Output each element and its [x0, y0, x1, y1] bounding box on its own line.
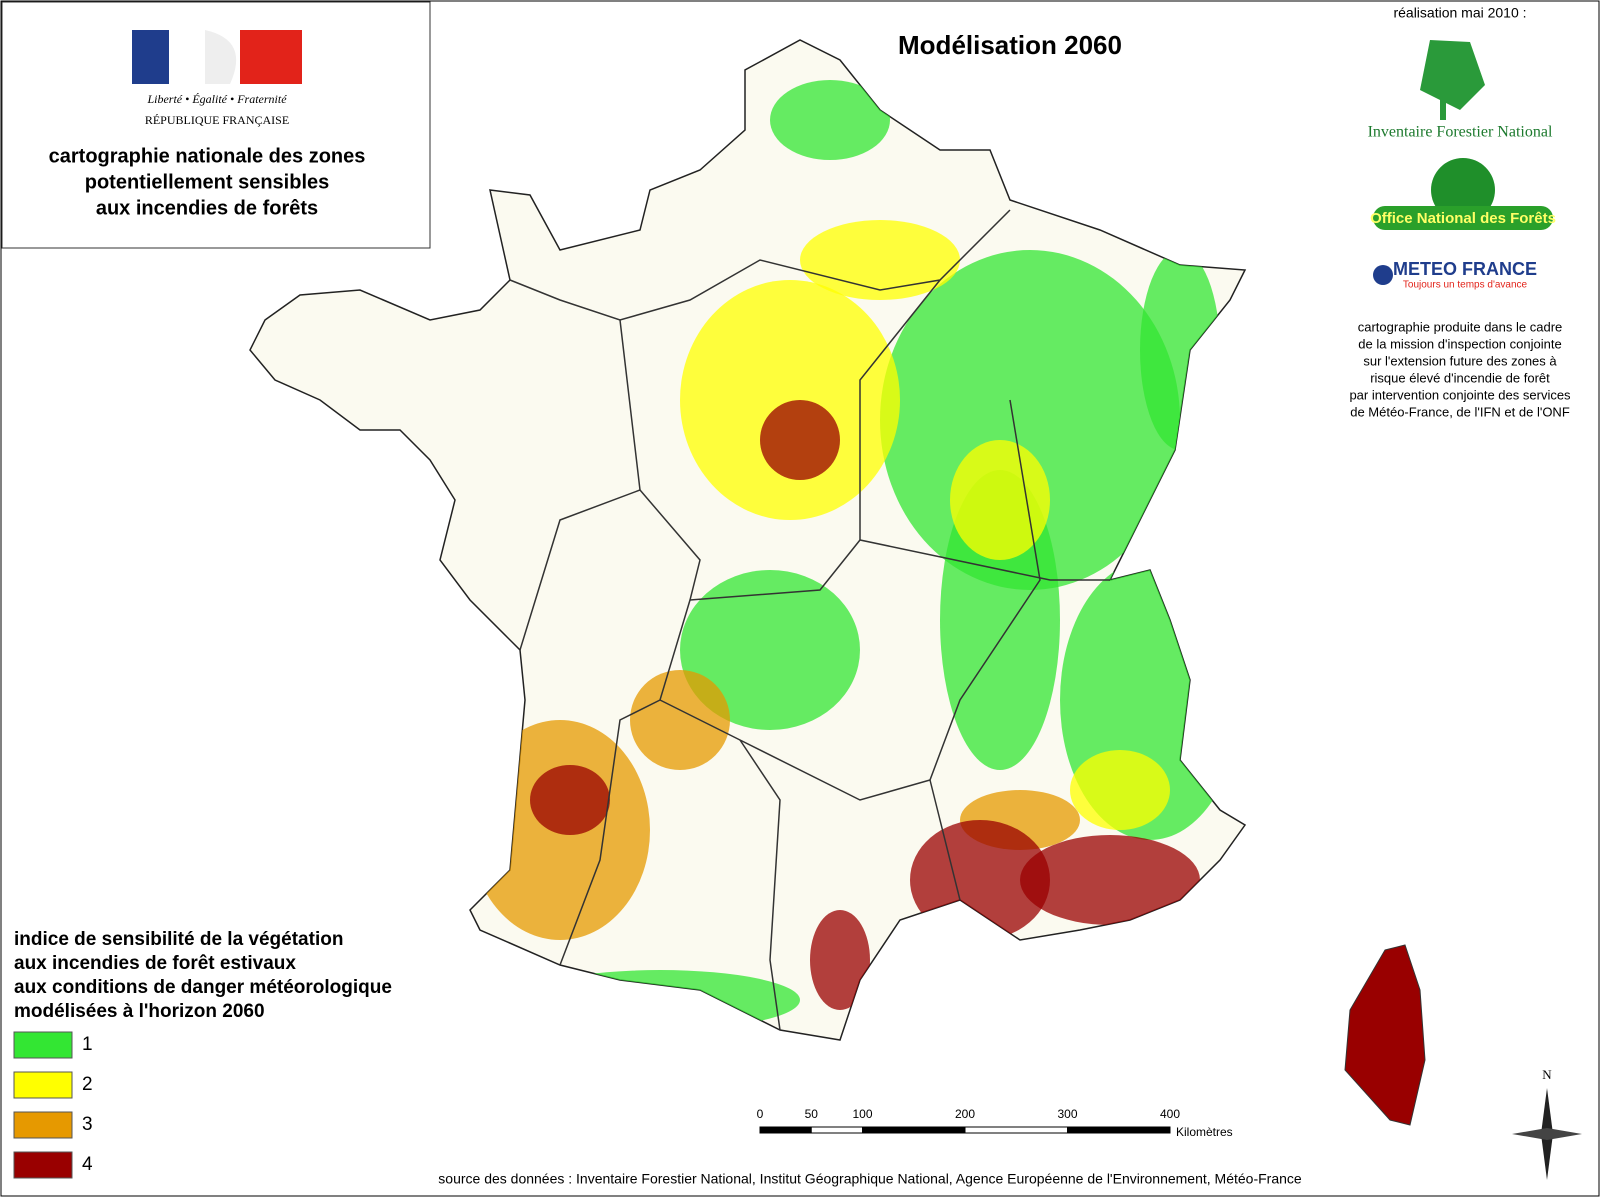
region-borders: [509, 209, 1110, 1031]
region-border: [509, 209, 1011, 321]
flag-blue: [132, 30, 169, 84]
ifn-name: Inventaire Forestier National: [1368, 124, 1553, 141]
flag-white: [169, 30, 205, 84]
zone-class-1: [770, 80, 890, 160]
credit-note-line: par intervention conjointe des services: [1349, 387, 1571, 402]
legend-label: 1: [82, 1034, 93, 1055]
onf-name: Office National des Forêts: [1370, 210, 1556, 227]
legend-title-line: aux incendies de forêt estivaux: [14, 953, 296, 974]
motto-word: Égalité: [191, 92, 227, 106]
zone-class-4: [530, 765, 610, 835]
meteo-slogan: Toujours un temps d'avance: [1403, 280, 1528, 291]
motto-word: Fraternité: [236, 92, 287, 106]
scale-segment: [862, 1126, 966, 1134]
meteo-logo: [1373, 265, 1393, 285]
arrow-ew: [1512, 1128, 1582, 1140]
north-label: N: [1542, 1067, 1552, 1082]
zone-class-4: [1020, 835, 1200, 925]
ifn-tree: [1420, 40, 1485, 110]
scale-tick-label: 50: [805, 1107, 819, 1121]
zone-class-4: [810, 910, 870, 1010]
scale-segment: [964, 1126, 1068, 1134]
scale-segment: [1067, 1126, 1171, 1134]
zone-class-4: [760, 400, 840, 480]
republic-name: RÉPUBLIQUE FRANÇAISE: [145, 113, 289, 127]
motto-separator: •: [227, 92, 237, 106]
credit-date: réalisation mai 2010 :: [1393, 5, 1526, 21]
region-border: [739, 739, 781, 1031]
legend-swatch: [13, 1031, 73, 1059]
legend-label: 4: [82, 1154, 93, 1175]
north-arrow: [1512, 1088, 1582, 1180]
legend: 1 2 3 4: [13, 1031, 93, 1179]
republic-logo: [132, 30, 302, 84]
header-title-line: potentiellement sensibles: [85, 171, 330, 193]
legend-title-line: indice de sensibilité de la végétation: [14, 929, 343, 950]
scale-segment: [810, 1126, 863, 1134]
zone-class-3: [630, 670, 730, 770]
marianne: [205, 30, 237, 84]
scale-tick-label: 0: [757, 1107, 764, 1121]
credit-note: cartographie produite dans le cadre de la…: [1349, 319, 1571, 419]
credit-note-line: de la mission d'inspection conjointe: [1358, 336, 1561, 351]
scale-tick-label: 200: [955, 1107, 975, 1121]
meteo-name: METEO FRANCE: [1393, 259, 1537, 279]
legend-title-line: modélisées à l'horizon 2060: [14, 1001, 265, 1022]
legend-label: 2: [82, 1074, 93, 1095]
onf-band: [1373, 206, 1553, 230]
ifn-logo: [1420, 40, 1485, 120]
zone-class-1: [680, 570, 860, 730]
scale-tick-label: 100: [852, 1107, 872, 1121]
motto-word: Liberté: [146, 92, 182, 106]
zone-class-2: [950, 440, 1050, 560]
map-title: Modélisation 2060: [898, 30, 1122, 60]
legend-title-line: aux conditions de danger météorologique: [14, 977, 392, 998]
scale-tick-label: 300: [1057, 1107, 1077, 1121]
credit-note-line: de Météo-France, de l'IFN et de l'ONF: [1350, 404, 1570, 419]
credit-note-line: sur l'extension future des zones à: [1363, 353, 1557, 368]
scale-tick-label: 400: [1160, 1107, 1180, 1121]
flag-red: [240, 30, 302, 84]
legend-swatch: [13, 1151, 73, 1179]
legend-swatch: [13, 1111, 73, 1139]
region-border: [519, 319, 641, 651]
header-title: cartographie nationale des zones potentie…: [49, 145, 366, 219]
zone-class-2: [680, 280, 900, 520]
scale-segment: [759, 1126, 812, 1134]
credit-note-line: cartographie produite dans le cadre: [1358, 319, 1563, 334]
region-border: [929, 779, 961, 901]
motto-separator: •: [182, 92, 192, 106]
scale-unit: Kilomètres: [1176, 1125, 1233, 1139]
region-border: [859, 279, 941, 540]
legend-swatch: [13, 1071, 73, 1099]
header-title-line: aux incendies de forêts: [96, 197, 318, 219]
zone-class-2: [1070, 750, 1170, 830]
header-title-line: cartographie nationale des zones: [49, 145, 366, 167]
ifn-trunk: [1440, 90, 1446, 120]
credit-note-line: risque élevé d'incendie de forêt: [1370, 370, 1550, 385]
legend-title: indice de sensibilité de la végétation au…: [14, 929, 392, 1022]
scale-bar: 0 50 100 200 300 400 Kilomètres: [757, 1107, 1233, 1139]
motto: Liberté • Égalité • Fraternité: [146, 92, 287, 106]
legend-label: 3: [82, 1114, 93, 1135]
source: source des données : Inventaire Forestie…: [438, 1171, 1302, 1187]
zone-class-2: [800, 220, 960, 300]
corsica: [1344, 944, 1426, 1126]
